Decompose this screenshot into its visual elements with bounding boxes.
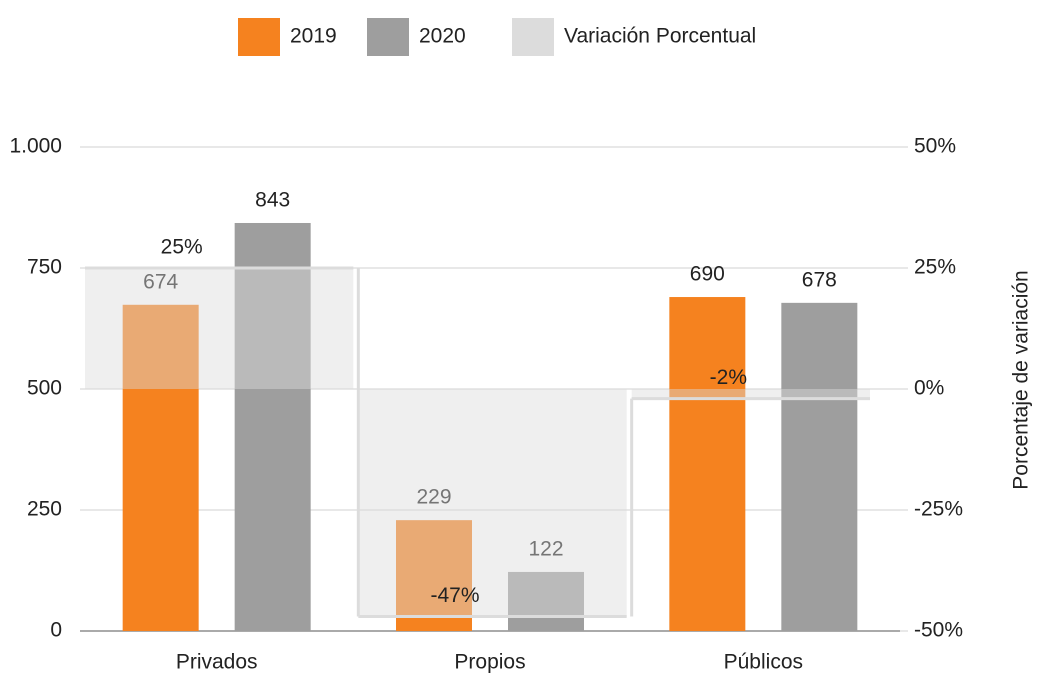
y-tick-label: 1.000: [9, 135, 62, 158]
bar-value-label: 690: [690, 263, 725, 286]
bar-value-label: 843: [255, 189, 290, 212]
bar: [669, 297, 746, 631]
bar: [781, 302, 858, 631]
x-tick-label: Públicos: [724, 651, 803, 674]
x-tick-label: Privados: [176, 651, 258, 674]
variation-label: 25%: [161, 236, 203, 259]
bar-value-label: 678: [802, 268, 837, 291]
legend-label: 2020: [419, 25, 466, 48]
legend-swatch: [367, 18, 409, 56]
legend-swatch: [238, 18, 280, 56]
bar: [508, 571, 584, 631]
variation-label: -47%: [430, 584, 479, 607]
y-tick-label: 500: [27, 377, 62, 400]
variation-area: [358, 389, 627, 617]
y2-tick-label: 25%: [914, 256, 956, 279]
y2-tick-label: 50%: [914, 135, 956, 158]
x-tick-label: Propios: [454, 651, 525, 674]
variation-label: -2%: [710, 366, 747, 389]
legend-label: Variación Porcentual: [564, 25, 756, 48]
y-tick-label: 250: [27, 498, 62, 521]
bar-value-label: 229: [416, 486, 451, 509]
bar: [122, 304, 199, 631]
bar: [396, 520, 472, 631]
bar-value-label: 674: [143, 270, 178, 293]
bar: [234, 222, 311, 631]
y2-axis-title: Porcentaje de variación: [1010, 270, 1033, 489]
legend-swatch: [512, 18, 554, 56]
y2-tick-label: 0%: [914, 377, 944, 400]
variation-area: [631, 389, 870, 399]
y-tick-label: 0: [50, 619, 62, 642]
y-tick-label: 750: [27, 256, 62, 279]
legend-label: 2019: [290, 25, 337, 48]
bar-value-label: 122: [528, 537, 563, 560]
y2-tick-label: -50%: [914, 619, 963, 642]
y2-tick-label: -25%: [914, 498, 963, 521]
variation-area: [85, 268, 354, 389]
